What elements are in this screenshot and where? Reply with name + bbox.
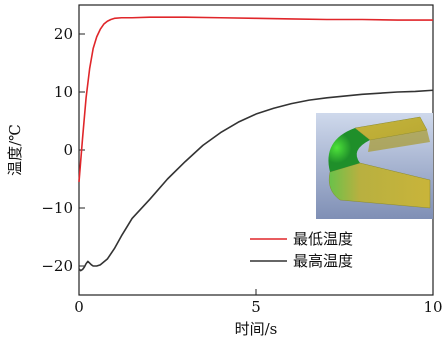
series-line-max-temp <box>78 89 434 272</box>
x-tick-label: 0 <box>74 298 84 316</box>
y-tick-label: −20 <box>41 257 73 275</box>
legend: 最低温度 最高温度 <box>250 230 353 270</box>
y-axis-ticks: −20 −10 0 10 20 <box>41 25 85 275</box>
inset-3d-panel-image <box>316 113 433 219</box>
y-tick-label: 0 <box>63 141 73 159</box>
x-tick-label: 5 <box>251 298 261 316</box>
series-layer <box>78 16 434 272</box>
y-tick-label: 10 <box>54 83 73 101</box>
y-tick-label: −10 <box>41 199 73 217</box>
legend-label-min-temp: 最低温度 <box>293 230 353 248</box>
y-tick-label: 20 <box>54 25 73 43</box>
y-axis-title: 温度/℃ <box>6 124 24 176</box>
x-axis-ticks: 0 5 10 <box>74 289 443 316</box>
legend-label-max-temp: 最高温度 <box>293 252 353 270</box>
x-tick-label: 10 <box>423 298 442 316</box>
x-axis-title: 时间/s <box>235 320 278 338</box>
series-line-min-temp <box>78 16 433 182</box>
